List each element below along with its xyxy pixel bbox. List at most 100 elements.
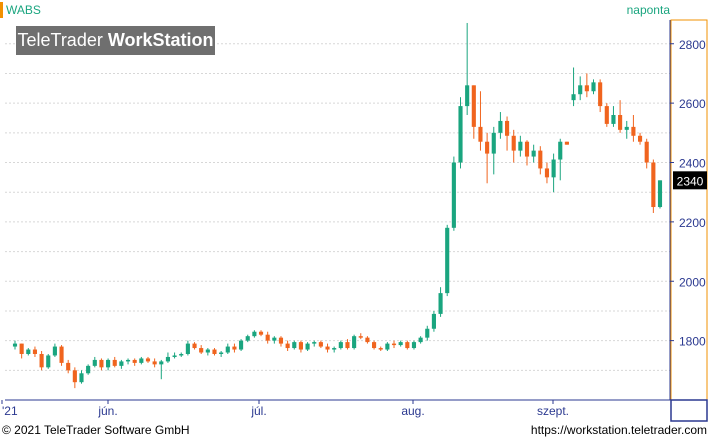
candle-body[interactable] (232, 346, 237, 350)
symbol-label[interactable]: WABS (6, 3, 41, 17)
candle-body[interactable] (19, 343, 24, 354)
candle-body[interactable] (451, 162, 456, 228)
candle-body[interactable] (212, 349, 217, 354)
candle-body[interactable] (418, 337, 423, 343)
candle-body[interactable] (518, 141, 523, 151)
candle-body[interactable] (278, 337, 284, 344)
candle-body[interactable] (498, 120, 503, 133)
candle-body[interactable] (372, 342, 377, 349)
candle-body[interactable] (318, 342, 323, 347)
candle-body[interactable] (119, 361, 124, 366)
candle-body[interactable] (378, 348, 383, 350)
candle-body[interactable] (644, 141, 649, 163)
candle-body[interactable] (538, 150, 543, 169)
candle-body[interactable] (265, 334, 270, 341)
candle-body[interactable] (12, 343, 18, 347)
candle-body[interactable] (66, 362, 71, 371)
candle-body[interactable] (245, 336, 250, 341)
candle-body[interactable] (471, 85, 476, 127)
candle-body[interactable] (611, 115, 616, 124)
candle-body[interactable] (438, 293, 443, 314)
candle-body[interactable] (618, 115, 623, 130)
candle-body[interactable] (298, 342, 303, 350)
candle-body[interactable] (86, 365, 91, 374)
candle-body[interactable] (26, 349, 31, 354)
candle-body[interactable] (219, 352, 224, 355)
candle-body[interactable] (411, 342, 417, 349)
candle-body[interactable] (505, 120, 510, 136)
candle-body[interactable] (32, 349, 38, 354)
candle-body[interactable] (391, 343, 397, 346)
candle-body[interactable] (79, 373, 84, 383)
candle-body[interactable] (345, 342, 350, 349)
candle-body[interactable] (305, 343, 310, 350)
candle-body[interactable] (99, 359, 104, 368)
candle-body[interactable] (185, 343, 190, 354)
candle-body[interactable] (485, 141, 490, 154)
candle-body[interactable] (172, 355, 177, 357)
candle-body[interactable] (478, 126, 483, 142)
candle-body[interactable] (637, 135, 643, 142)
candle-body[interactable] (425, 328, 430, 338)
candle-body[interactable] (624, 126, 629, 130)
candle-body[interactable] (385, 343, 390, 350)
candle-body[interactable] (165, 356, 170, 362)
candle-body[interactable] (312, 342, 317, 344)
candle-body[interactable] (139, 358, 144, 363)
candle-body[interactable] (352, 336, 357, 349)
candle-body[interactable] (591, 82, 596, 92)
candle-body[interactable] (511, 135, 516, 151)
candle-body[interactable] (205, 349, 210, 353)
candle-body[interactable] (571, 94, 576, 101)
candle-body[interactable] (338, 342, 343, 349)
candle-body[interactable] (358, 336, 363, 338)
candle-body[interactable] (604, 106, 609, 124)
candle-body[interactable] (132, 359, 137, 363)
candle-body[interactable] (272, 337, 277, 341)
candle-body[interactable] (332, 348, 337, 350)
candle-body[interactable] (431, 313, 436, 329)
candle-body[interactable] (112, 359, 117, 366)
candle-body[interactable] (531, 150, 536, 157)
candle-body[interactable] (398, 342, 403, 346)
candle-body[interactable] (544, 168, 550, 178)
candle-body[interactable] (179, 353, 184, 356)
candle-body[interactable] (558, 141, 563, 160)
candle-body[interactable] (192, 343, 197, 349)
candle-body[interactable] (39, 353, 44, 368)
candle-body[interactable] (199, 348, 204, 353)
candle-body[interactable] (52, 346, 57, 356)
candle-body[interactable] (72, 370, 77, 383)
candle-body[interactable] (491, 132, 496, 154)
candle-body[interactable] (152, 361, 157, 365)
candle-body[interactable] (252, 331, 257, 337)
candle-body[interactable] (258, 331, 264, 335)
candle-body[interactable] (59, 346, 64, 363)
candle-body[interactable] (524, 141, 530, 157)
footer-url-link[interactable]: https://workstation.teletrader.com (530, 423, 707, 437)
candle-body[interactable] (106, 359, 111, 368)
candle-body[interactable] (651, 162, 656, 208)
candle-body[interactable] (225, 346, 230, 353)
candle-body[interactable] (578, 85, 583, 95)
candle-body[interactable] (465, 85, 470, 107)
candle-body[interactable] (292, 342, 297, 349)
candle-body[interactable] (551, 159, 556, 178)
candle-body[interactable] (285, 343, 290, 349)
candle-body[interactable] (145, 358, 151, 362)
candle-body[interactable] (445, 227, 450, 294)
candle-body[interactable] (584, 85, 589, 92)
candle-body[interactable] (159, 361, 164, 365)
candle-body[interactable] (125, 359, 131, 362)
candle-body[interactable] (365, 337, 370, 343)
candle-body[interactable] (239, 340, 244, 350)
candle-body[interactable] (564, 141, 569, 145)
candle-body[interactable] (458, 106, 463, 163)
candle-body[interactable] (405, 342, 410, 349)
candle-body[interactable] (598, 82, 603, 107)
candle-body[interactable] (657, 180, 663, 208)
interval-label[interactable]: naponta (626, 3, 670, 17)
candle-body[interactable] (92, 359, 97, 366)
candle-body[interactable] (325, 346, 330, 350)
candle-body[interactable] (631, 126, 636, 136)
